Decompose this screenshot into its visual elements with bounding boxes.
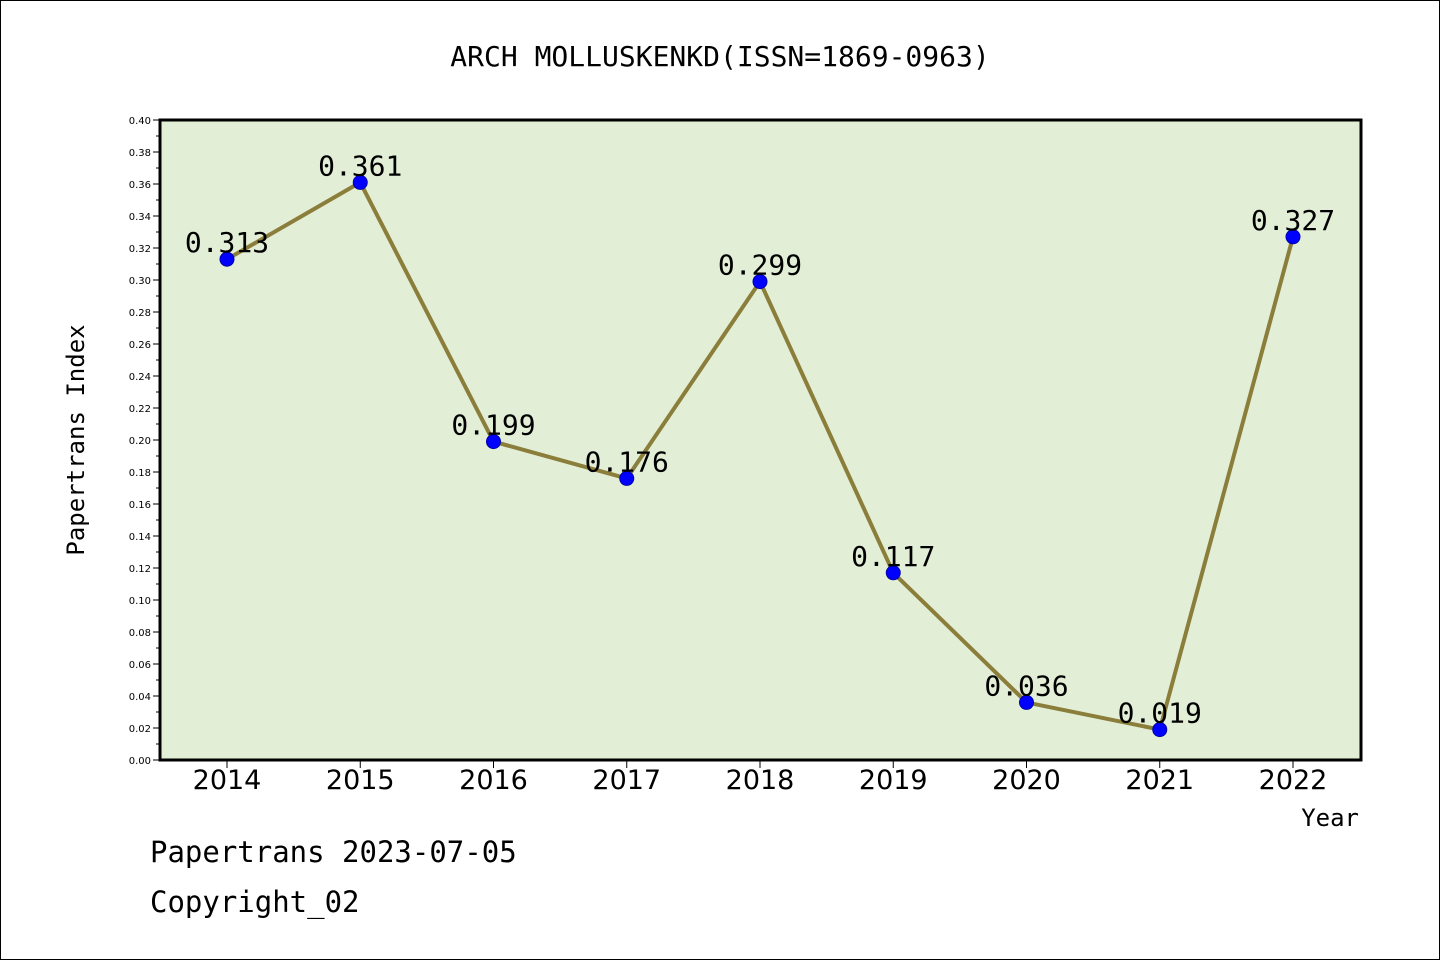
data-label: 0.313 bbox=[185, 226, 269, 259]
y-tick-label: 0.16 bbox=[129, 500, 151, 511]
data-point bbox=[1285, 229, 1301, 245]
y-axis-label: Papertrans Index bbox=[62, 324, 90, 555]
data-point bbox=[219, 251, 235, 267]
data-label: 0.036 bbox=[984, 669, 1068, 702]
x-tick-label: 2020 bbox=[992, 765, 1061, 796]
y-tick-label: 0.38 bbox=[129, 148, 151, 159]
y-tick-label: 0.00 bbox=[129, 756, 151, 767]
y-tick-label: 0.18 bbox=[129, 468, 151, 479]
y-tick-label: 0.10 bbox=[129, 596, 151, 607]
y-tick-label: 0.28 bbox=[129, 308, 151, 319]
y-tick-label: 0.04 bbox=[129, 692, 151, 703]
data-label: 0.361 bbox=[318, 149, 402, 182]
x-tick-label: 2019 bbox=[859, 765, 928, 796]
y-tick-label: 0.06 bbox=[129, 660, 151, 671]
data-label: 0.199 bbox=[451, 409, 535, 442]
data-point bbox=[752, 274, 768, 290]
data-point bbox=[486, 434, 501, 450]
y-tick-label: 0.32 bbox=[129, 244, 151, 255]
data-point bbox=[885, 565, 901, 581]
data-label: 0.176 bbox=[585, 445, 669, 478]
y-tick-label: 0.26 bbox=[129, 340, 151, 351]
footer-source-line: Papertrans 2023-07-05 bbox=[150, 835, 517, 869]
y-tick-label: 0.20 bbox=[129, 436, 151, 447]
x-tick-label: 2022 bbox=[1259, 765, 1328, 796]
x-tick-label: 2016 bbox=[459, 765, 528, 796]
series-markers bbox=[219, 174, 1301, 738]
y-tick-label: 0.22 bbox=[129, 404, 151, 415]
y-axis: 0.00 0.02 0.04 0.06 0.08 0.10 0.12 0.14 0.16 0.18… bbox=[129, 116, 160, 767]
y-tick-label: 0.14 bbox=[129, 532, 151, 543]
y-tick-label: 0.34 bbox=[129, 212, 151, 223]
y-tick-label: 0.02 bbox=[129, 724, 151, 735]
y-tick-label: 0.08 bbox=[129, 628, 151, 639]
x-tick-label: 2014 bbox=[193, 765, 262, 796]
plot-area bbox=[158, 118, 1363, 762]
data-label: 0.019 bbox=[1118, 697, 1202, 730]
data-point bbox=[352, 174, 368, 190]
y-tick-label: 0.12 bbox=[129, 564, 151, 575]
x-axis: 2014 2015 2016 2017 2018 2019 2020 2021 2022 bbox=[193, 760, 1328, 796]
data-point bbox=[1152, 722, 1168, 738]
x-tick-label: 2021 bbox=[1125, 765, 1194, 796]
data-point bbox=[1019, 694, 1034, 710]
x-tick-label: 2015 bbox=[326, 765, 395, 796]
footer-copyright-line: Copyright_02 bbox=[150, 885, 360, 919]
x-tick-label: 2018 bbox=[726, 765, 795, 796]
x-axis-label: Year bbox=[1301, 804, 1359, 832]
y-tick-label: 0.40 bbox=[129, 116, 151, 127]
data-label: 0.117 bbox=[851, 540, 935, 573]
x-tick-label: 2017 bbox=[592, 765, 661, 796]
y-tick-label: 0.24 bbox=[129, 372, 151, 383]
chart-title: ARCH MOLLUSKENKD(ISSN=1869-0963) bbox=[450, 40, 989, 73]
data-label: 0.299 bbox=[718, 249, 802, 282]
data-point bbox=[619, 470, 635, 486]
y-tick-label: 0.30 bbox=[129, 276, 151, 287]
y-tick-label: 0.36 bbox=[129, 180, 151, 191]
data-label: 0.327 bbox=[1251, 204, 1335, 237]
data-labels: 0.313 0.361 0.199 0.176 0.299 0.117 0.036 0.019… bbox=[185, 149, 1335, 729]
